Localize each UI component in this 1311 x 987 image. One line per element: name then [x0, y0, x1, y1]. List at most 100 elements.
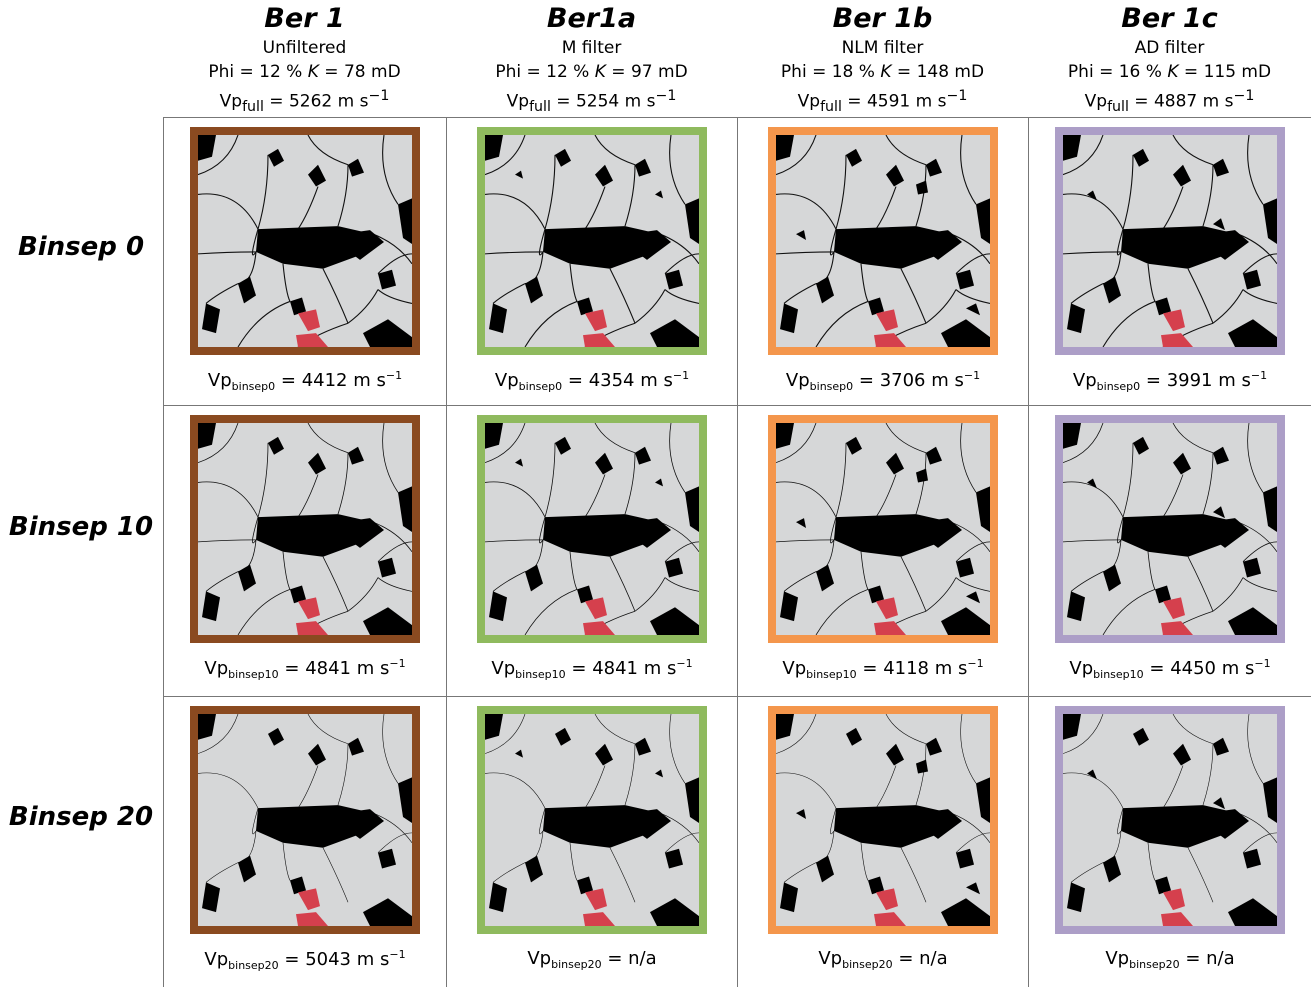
vp-unit-exponent: −1: [1250, 369, 1268, 382]
row-label: Binsep 10: [8, 512, 154, 542]
vp-equals: =: [841, 91, 867, 112]
pore-region: [868, 585, 884, 604]
vp-unit-exponent: −1: [385, 369, 403, 382]
vp-value: n/a: [628, 948, 657, 969]
grain-boundary: [524, 589, 578, 635]
grain-boundary: [485, 251, 544, 255]
vp-subscript: binsep20: [228, 959, 279, 972]
pore-region: [515, 170, 523, 179]
grain-boundary: [664, 253, 699, 275]
micro-ct-panel: [1055, 127, 1285, 355]
pore-structure-image: [198, 135, 412, 347]
pore-region: [202, 303, 220, 334]
grain-boundary: [955, 289, 990, 304]
k-symbol: K: [1167, 62, 1179, 82]
pore-region: [776, 135, 794, 161]
grain-boundary: [307, 135, 349, 166]
grain-boundary: [860, 551, 869, 590]
micro-ct-panel: [190, 127, 420, 355]
pore-structure-image: [198, 423, 412, 635]
pore-region: [398, 486, 412, 532]
vp-subscript: binsep20: [842, 958, 893, 971]
vp-value-label: Vpbinsep10 = 4841 m s−1: [447, 657, 737, 681]
grain-boundary: [950, 233, 990, 265]
grain-boundary: [634, 577, 666, 612]
grain-boundary: [1162, 765, 1184, 809]
grain-boundary: [1122, 154, 1134, 230]
grain-boundary: [783, 571, 817, 592]
pore-region: [615, 230, 671, 260]
grain-boundary: [569, 551, 578, 590]
grain-boundary: [307, 423, 349, 454]
vp-subscript: binsep0: [809, 380, 854, 393]
grain-boundary: [377, 832, 412, 853]
grain-boundary: [372, 812, 412, 843]
pore-region: [1243, 269, 1261, 290]
grain-boundary: [485, 481, 546, 518]
pore-region: [916, 180, 928, 195]
vp-full: Vpfull = 4591 m s−1: [738, 84, 1028, 119]
micro-ct-panel: [1055, 706, 1285, 934]
grain-boundary: [372, 521, 412, 553]
phi-unit: %: [853, 62, 875, 82]
grain-boundary: [1202, 743, 1214, 806]
vp-value-label: Vpbinsep0 = 4412 m s−1: [160, 369, 450, 393]
vp-full: Vpfull = 5254 m s−1: [447, 84, 737, 119]
k-value: 115: [1203, 62, 1237, 82]
pore-region: [780, 882, 798, 913]
grain-boundary: [776, 423, 817, 464]
grain-boundary: [322, 268, 349, 324]
grain-boundary: [835, 154, 847, 230]
vp-full-value: 5262: [288, 91, 333, 112]
grain-boundary: [347, 289, 379, 324]
grain-boundary: [1187, 268, 1214, 324]
grain-boundary: [1237, 521, 1277, 553]
pore-region: [1155, 585, 1171, 604]
pore-region: [577, 585, 593, 604]
pore-region: [1213, 737, 1229, 756]
pore-region: [635, 737, 651, 756]
grain-boundary: [485, 193, 546, 230]
grain-boundary: [1070, 862, 1104, 883]
pore-structure-image: [485, 135, 699, 347]
vp-unit: m s: [1216, 658, 1255, 679]
pore-region: [956, 557, 974, 578]
pore-region: [378, 848, 396, 869]
pore-region: [650, 607, 699, 635]
grain-boundary: [783, 862, 817, 883]
vp-value: 5043: [305, 949, 351, 970]
grain-boundary: [885, 714, 927, 745]
pore-region: [202, 591, 220, 622]
grain-boundary: [900, 556, 927, 612]
pore-region: [1067, 303, 1085, 334]
grain-boundary: [634, 289, 666, 324]
phi-unit: %: [280, 62, 303, 82]
phi-unit: %: [1140, 62, 1162, 82]
column-title: Ber1a: [546, 3, 637, 34]
vp-symbol: Vp: [1069, 658, 1094, 679]
column-title: Ber 1: [264, 3, 345, 34]
grain-boundary: [1247, 714, 1264, 784]
grain-boundary: [1063, 193, 1124, 230]
grain-boundary: [960, 135, 977, 205]
filter-name: NLM filter: [841, 38, 924, 58]
grain-boundary: [1187, 847, 1214, 903]
vp-equals: =: [853, 370, 880, 391]
grain-boundary: [257, 154, 269, 230]
pore-structure-image: [776, 423, 990, 635]
pore-region: [906, 230, 962, 260]
highlighted-pore: [583, 333, 615, 347]
grain-boundary: [609, 847, 636, 903]
pore-region: [655, 190, 663, 199]
grain-boundary: [609, 556, 636, 612]
grain-boundary: [624, 743, 636, 806]
highlighted-pore: [1161, 333, 1193, 347]
vp-subscript: binsep0: [518, 380, 563, 393]
micro-ct-panel: [768, 706, 998, 934]
highlighted-pore: [298, 309, 320, 332]
highlighted-pore: [1163, 597, 1185, 620]
grain-boundary: [925, 289, 957, 324]
highlighted-pore: [585, 597, 607, 620]
pore-structure-image: [1063, 423, 1277, 635]
grain-boundary: [1242, 832, 1277, 853]
